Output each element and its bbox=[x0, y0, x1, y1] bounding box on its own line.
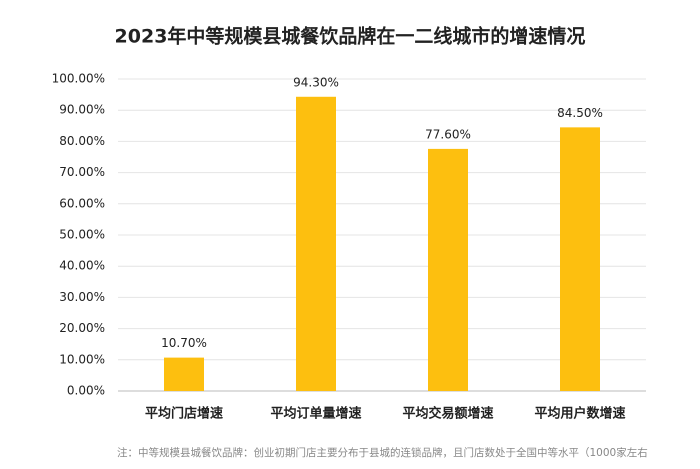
chart-title: 2023年中等规模县城餐饮品牌在一二线城市的增速情况 bbox=[115, 25, 586, 48]
value-label: 94.30% bbox=[293, 75, 339, 89]
y-tick-label: 90.00% bbox=[59, 103, 105, 117]
y-tick-label: 10.00% bbox=[59, 352, 105, 366]
x-tick-label: 平均用户数增速 bbox=[534, 406, 625, 422]
y-tick-label: 20.00% bbox=[59, 321, 105, 335]
y-tick-label: 50.00% bbox=[59, 228, 105, 242]
y-tick-label: 70.00% bbox=[59, 165, 105, 179]
x-tick-label: 平均订单量增速 bbox=[270, 406, 361, 422]
value-label: 10.70% bbox=[161, 336, 207, 350]
x-tick-label: 平均交易额增速 bbox=[402, 406, 493, 422]
bar bbox=[560, 127, 600, 392]
value-label: 84.50% bbox=[557, 106, 603, 120]
y-tick-label: 30.00% bbox=[59, 290, 105, 304]
footnote: 注：中等规模县城餐饮品牌：创业初期门店主要分布于县城的连锁品牌，且门店数处于全国… bbox=[117, 446, 648, 459]
y-tick-label: 80.00% bbox=[59, 134, 105, 148]
y-tick-label: 40.00% bbox=[59, 259, 105, 273]
x-tick-label: 平均门店增速 bbox=[145, 406, 223, 422]
bar bbox=[428, 148, 468, 391]
y-tick-label: 100.00% bbox=[52, 72, 105, 86]
value-label: 77.60% bbox=[425, 127, 471, 141]
y-tick-label: 0.00% bbox=[67, 384, 105, 398]
bar bbox=[296, 96, 336, 391]
y-tick-label: 60.00% bbox=[59, 196, 105, 210]
bar bbox=[164, 357, 204, 391]
